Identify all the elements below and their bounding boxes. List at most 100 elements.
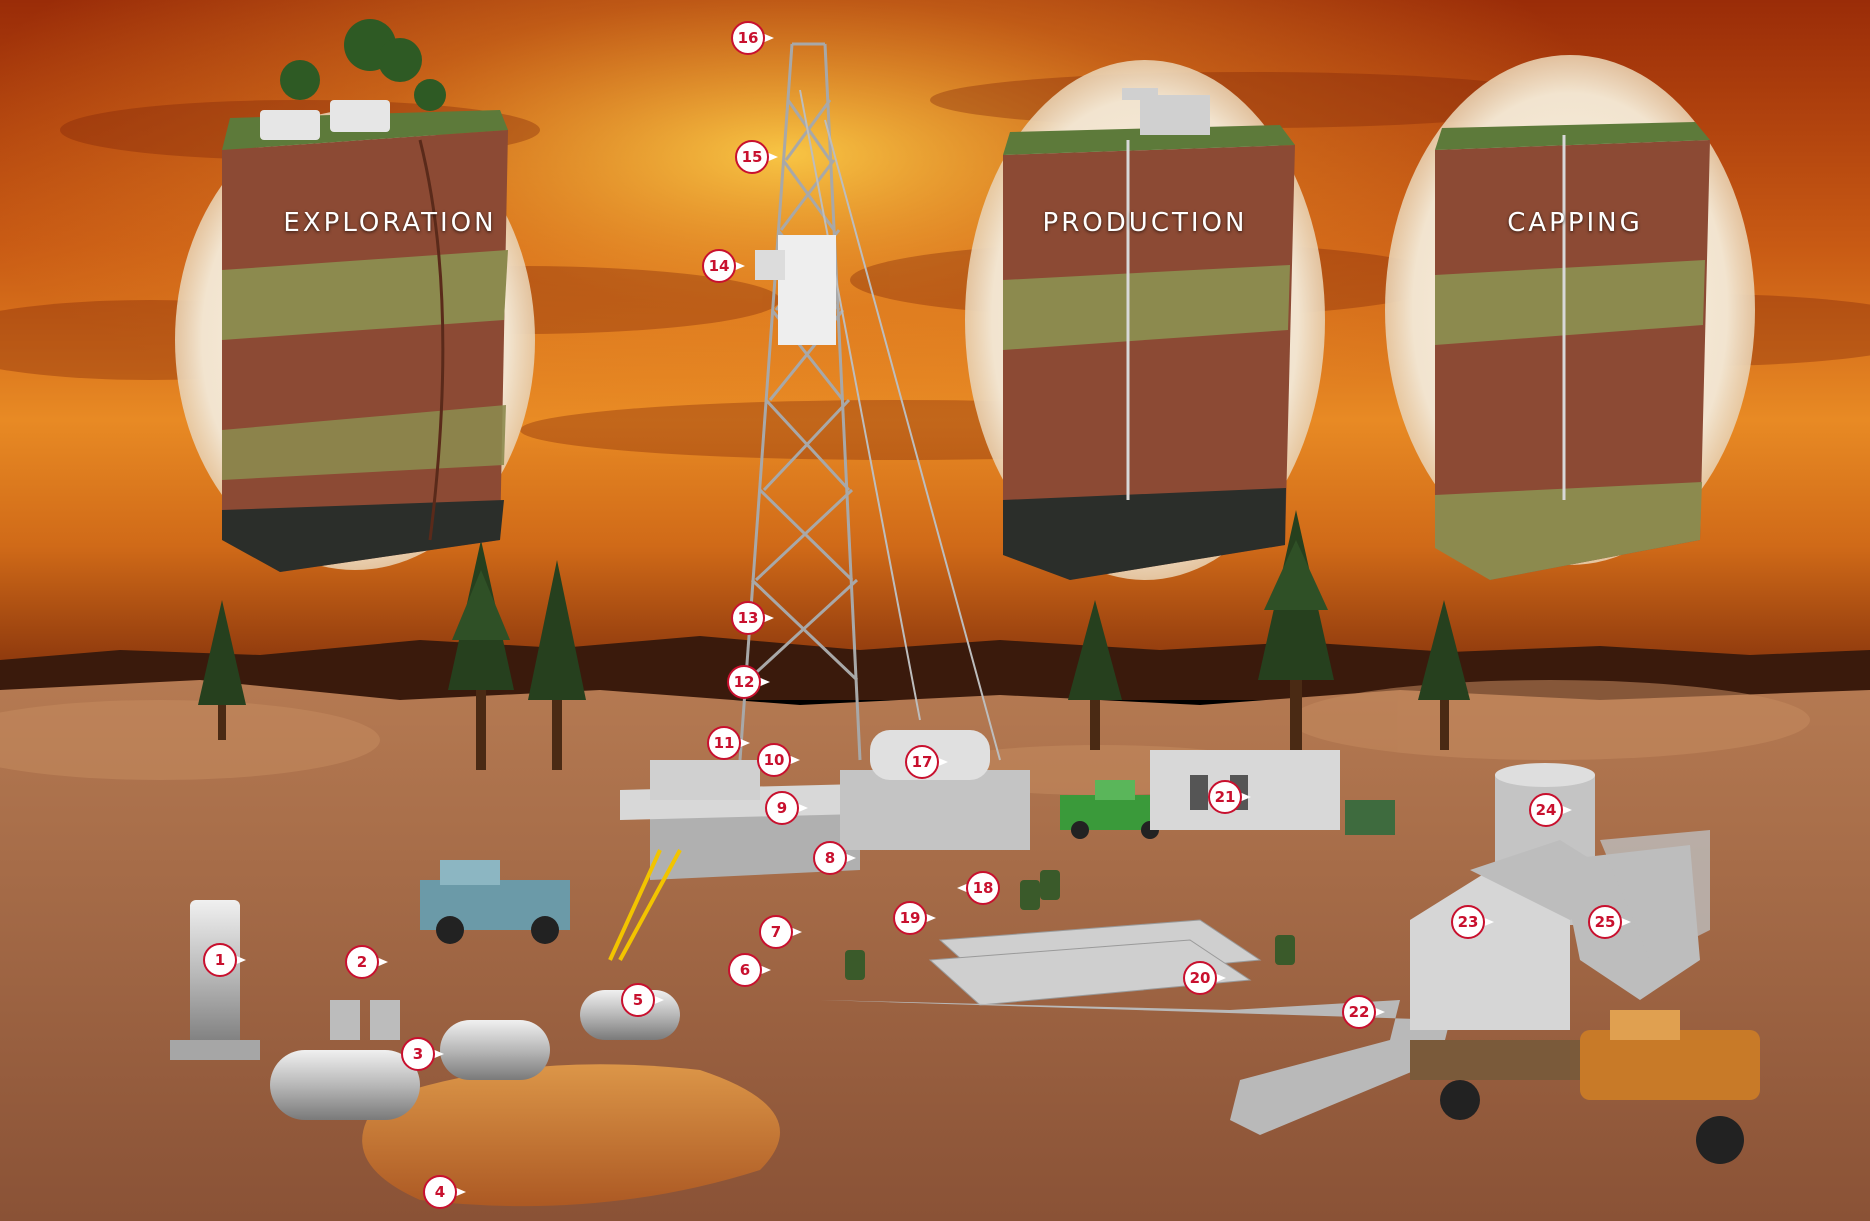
callout-badge xyxy=(702,249,736,283)
callout-17[interactable]: 17 xyxy=(905,745,948,779)
callout-number: 25 xyxy=(1595,913,1616,931)
callout-number: 18 xyxy=(973,879,994,897)
drums xyxy=(845,870,1295,980)
tree xyxy=(1068,600,1122,750)
callout-badge xyxy=(707,726,741,760)
callout-21[interactable]: 21 xyxy=(1208,780,1251,814)
callout-12[interactable]: 12 xyxy=(727,665,770,699)
callout-badge xyxy=(1342,995,1376,1029)
callout-badge xyxy=(423,1175,457,1209)
pickup-truck-blue xyxy=(420,860,570,944)
process-equipment xyxy=(170,900,680,1120)
callout-1[interactable]: 1 xyxy=(203,943,246,977)
callout-badge xyxy=(1529,793,1563,827)
capping-inset xyxy=(1385,55,1755,580)
callout-16[interactable]: 16 xyxy=(731,21,774,55)
callout-badge xyxy=(1451,905,1485,939)
callout-badge xyxy=(905,745,939,779)
tree xyxy=(198,600,246,740)
callout-24[interactable]: 24 xyxy=(1529,793,1572,827)
callout-number: 6 xyxy=(740,961,750,979)
callout-3[interactable]: 3 xyxy=(401,1037,444,1071)
callout-number: 21 xyxy=(1215,788,1236,806)
callout-number: 7 xyxy=(771,923,781,941)
callout-badge xyxy=(1588,905,1622,939)
callout-number: 2 xyxy=(357,953,367,971)
flatbed-truck-orange xyxy=(1410,1010,1760,1164)
callout-13[interactable]: 13 xyxy=(731,601,774,635)
tree xyxy=(528,560,586,770)
exploration-label: EXPLORATION xyxy=(283,208,497,238)
callout-number: 12 xyxy=(734,673,755,691)
callout-badge xyxy=(1183,961,1217,995)
derrick-monkey-board-panel xyxy=(778,235,836,345)
pipe-rack xyxy=(928,919,1262,1006)
callout-number: 10 xyxy=(764,751,785,769)
callout-badge xyxy=(203,943,237,977)
callout-number: 13 xyxy=(738,609,759,627)
callout-number: 9 xyxy=(777,799,787,817)
callout-number: 3 xyxy=(413,1045,423,1063)
callout-badge xyxy=(759,915,793,949)
callout-23[interactable]: 23 xyxy=(1451,905,1494,939)
callout-22[interactable]: 22 xyxy=(1342,995,1385,1029)
callout-number: 4 xyxy=(435,1183,445,1201)
callout-number: 24 xyxy=(1536,801,1557,819)
callout-8[interactable]: 8 xyxy=(813,841,856,875)
callout-badge xyxy=(813,841,847,875)
callout-badge xyxy=(727,665,761,699)
callout-11[interactable]: 11 xyxy=(707,726,750,760)
tree xyxy=(448,540,514,770)
callout-number: 19 xyxy=(900,909,921,927)
callout-badge xyxy=(757,743,791,777)
callout-10[interactable]: 10 xyxy=(757,743,800,777)
office-trailer xyxy=(1150,750,1395,835)
callout-badge xyxy=(765,791,799,825)
callout-5[interactable]: 5 xyxy=(621,983,664,1017)
callout-25[interactable]: 25 xyxy=(1588,905,1631,939)
production-label: PRODUCTION xyxy=(1042,208,1248,238)
production-inset xyxy=(965,60,1325,580)
callout-badge xyxy=(728,953,762,987)
callout-badge xyxy=(345,945,379,979)
derrick-platform xyxy=(755,250,785,280)
callout-number: 16 xyxy=(738,29,759,47)
callout-18[interactable]: 18 xyxy=(957,871,1000,905)
callout-4[interactable]: 4 xyxy=(423,1175,466,1209)
mud-trough xyxy=(820,1000,1450,1135)
callout-14[interactable]: 14 xyxy=(702,249,745,283)
callout-badge xyxy=(1208,780,1242,814)
callout-number: 8 xyxy=(825,849,835,867)
callout-badge xyxy=(966,871,1000,905)
callout-layer: 1 234567891011121314151617181920212223242… xyxy=(203,21,1631,1209)
callout-number: 14 xyxy=(709,257,730,275)
callout-19[interactable]: 19 xyxy=(893,901,936,935)
callout-badge xyxy=(893,901,927,935)
callout-number: 11 xyxy=(714,734,735,752)
rig-substructure xyxy=(608,730,1030,961)
callout-badge xyxy=(735,140,769,174)
callout-2[interactable]: 2 xyxy=(345,945,388,979)
exploration-inset xyxy=(175,19,535,572)
callout-number: 5 xyxy=(633,991,643,1009)
callout-badge xyxy=(401,1037,435,1071)
tree xyxy=(1258,510,1334,760)
callout-7[interactable]: 7 xyxy=(759,915,802,949)
callout-9[interactable]: 9 xyxy=(765,791,808,825)
callout-number: 15 xyxy=(742,148,763,166)
derrick-tower xyxy=(738,42,1001,761)
callout-number: 23 xyxy=(1458,913,1479,931)
callout-15[interactable]: 15 xyxy=(735,140,778,174)
trees xyxy=(198,510,1470,770)
callout-6[interactable]: 6 xyxy=(728,953,771,987)
callout-number: 1 xyxy=(215,951,225,969)
tree xyxy=(1418,600,1470,750)
callout-badge xyxy=(621,983,655,1017)
callout-badge xyxy=(731,601,765,635)
callout-20[interactable]: 20 xyxy=(1183,961,1226,995)
callout-badge xyxy=(731,21,765,55)
mud-pit-reflection xyxy=(362,1064,780,1207)
callout-number: 22 xyxy=(1349,1003,1370,1021)
